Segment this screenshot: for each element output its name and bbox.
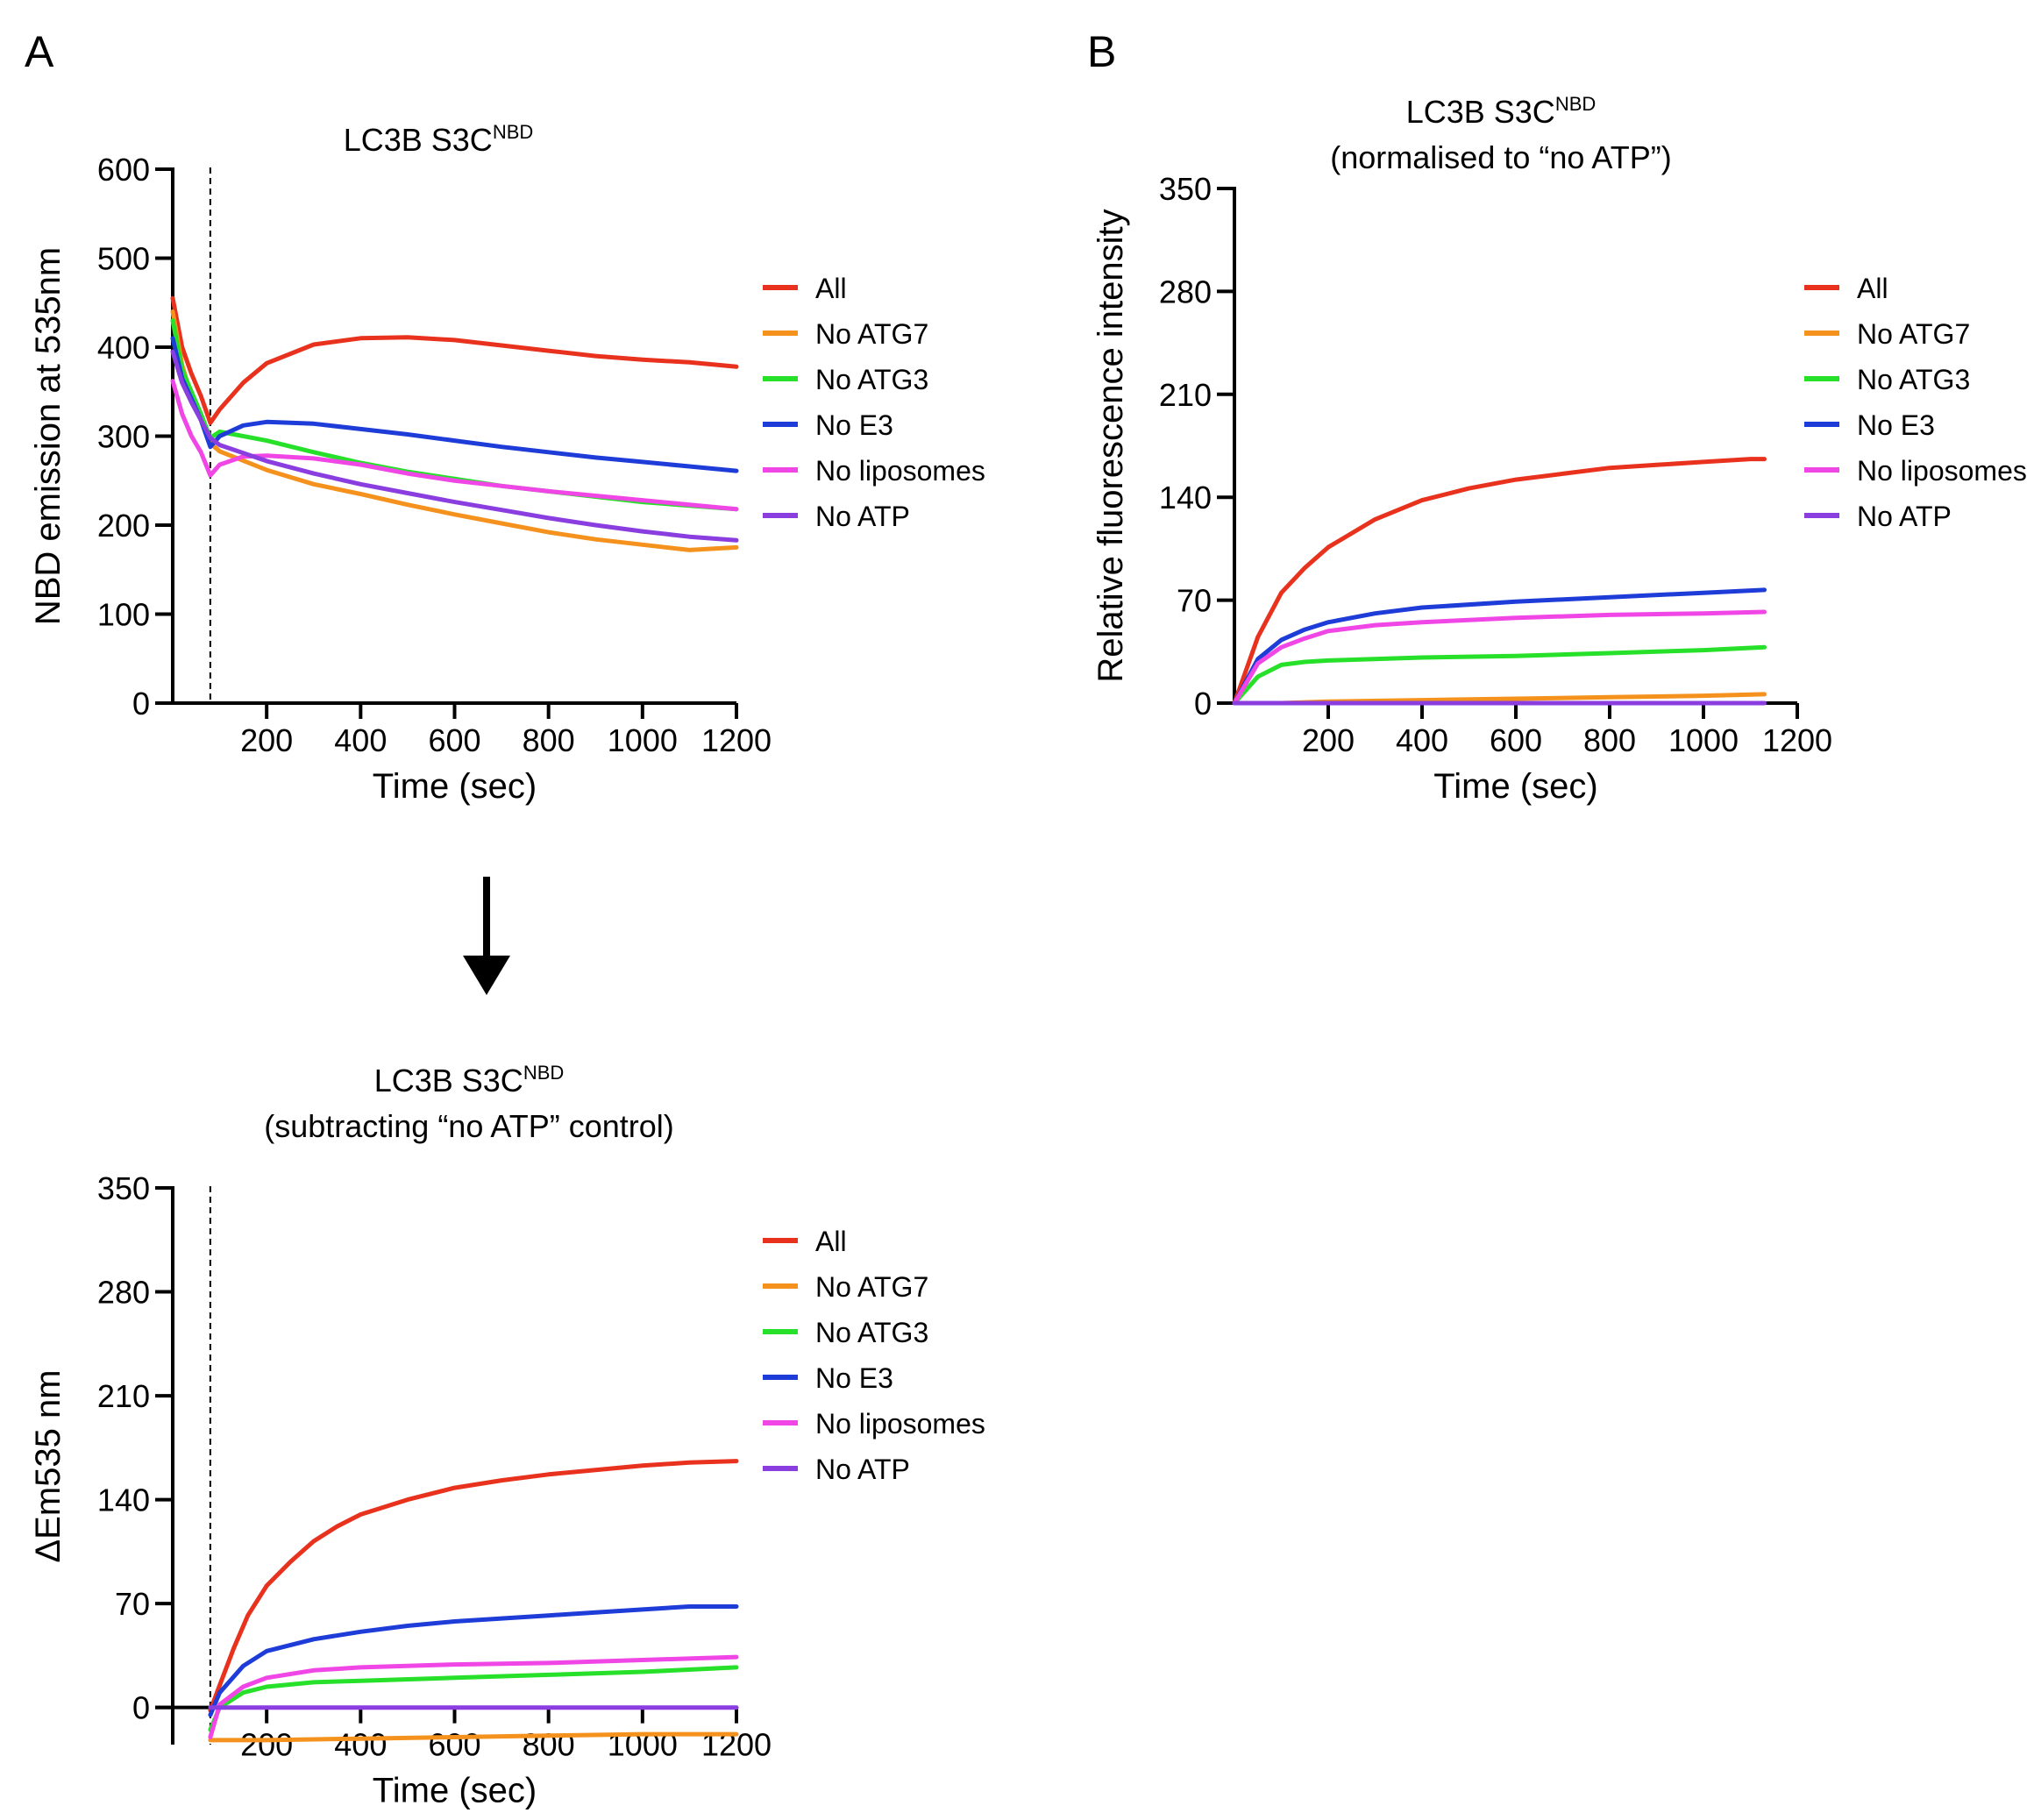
x-tick-label: 400 [1396,722,1448,758]
y-tick-label: 500 [97,241,150,277]
x-tick-label: 400 [334,722,387,758]
legend-label: No ATG7 [815,318,928,350]
y-tick-label: 350 [97,1170,150,1206]
y-tick-label: 210 [97,1378,150,1414]
x-tick-label: 800 [523,722,575,758]
x-tick-label: 600 [428,722,480,758]
y-tick-label: 400 [97,330,150,366]
chart-subtitle: (subtracting “no ATP” control) [264,1108,674,1144]
x-tick-label: 1000 [1668,722,1739,758]
x-tick-label: 800 [1583,722,1636,758]
legend-label: All [1857,273,1888,304]
x-tick-label: 1200 [701,722,772,758]
chart-subtitle: (normalised to “no ATP”) [1330,139,1671,175]
y-axis-label: ΔEm535 nm [29,1369,68,1562]
legend-label: No ATP [1857,501,1952,532]
series-line-no-atg7 [170,309,739,552]
x-axis-label: Time (sec) [1433,767,1597,806]
x-axis-label: Time (sec) [373,767,537,806]
panel-label-b: B [1087,27,1116,76]
chart-title: LC3B S3CNBD [344,121,534,158]
y-tick-label: 0 [132,686,150,722]
x-tick-label: 400 [334,1727,387,1763]
legend-label: No liposomes [1857,455,2027,487]
y-tick-label: 600 [97,152,150,188]
legend-label: No E3 [815,409,893,441]
y-tick-label: 140 [97,1482,150,1518]
series-line-all [208,1459,739,1713]
series-line-no-atg3 [1232,644,1767,706]
y-axis-label: NBD emission at 535nm [29,247,68,625]
y-tick-label: 210 [1159,377,1212,413]
chart-title: LC3B S3CNBD [374,1062,565,1098]
legend-label: No ATG3 [815,364,928,395]
y-tick-label: 300 [97,419,150,455]
chart-b-normalised: LC3B S3CNBD (normalised to “no ATP”) 0 70 14… [1092,93,2027,806]
legend-label: No liposomes [815,455,985,487]
y-tick-label: 280 [97,1275,150,1311]
series-line-no-liposomes [208,1654,739,1739]
legend-label: No ATG7 [1857,318,1970,350]
chart-a-raw: LC3B S3CNBD 0 100 200 300 400 500 600 200 400 600 8… [29,121,985,806]
series-line-no-e3 [208,1604,739,1717]
y-tick-label: 140 [1159,480,1212,515]
legend-label: No ATG3 [815,1317,928,1348]
x-tick-label: 200 [240,722,293,758]
y-tick-label: 100 [97,597,150,633]
x-axis-label: Time (sec) [373,1772,537,1810]
x-tick-label: 800 [523,1727,575,1763]
chart-title-superscript: NBD [1555,93,1596,115]
legend-label: No ATP [815,1454,910,1485]
series-line-no-atp [170,349,739,543]
legend-label: No E3 [815,1362,893,1394]
y-tick-label: 350 [1159,171,1212,207]
series-line-no-e3 [1232,587,1767,706]
y-tick-label: 280 [1159,274,1212,309]
y-axis-label: Relative fluorescence intensity [1092,209,1130,682]
chart-title-superscript: NBD [523,1062,564,1084]
series-line-all [170,295,739,425]
chart-a-subtracted: LC3B S3CNBD (subtracting “no ATP” control… [29,1062,985,1810]
legend-label: No ATG3 [1857,364,1970,395]
panel-label-a: A [25,27,54,76]
x-tick-label: 1000 [608,722,678,758]
legend-label: All [815,273,847,304]
chart-title-superscript: NBD [493,121,533,143]
series-line-no-liposomes [1232,609,1767,706]
y-tick-label: 70 [1177,583,1212,619]
y-tick-label: 200 [97,508,150,544]
y-tick-label: 0 [132,1690,150,1726]
series-line-no-atg3 [208,1665,739,1732]
legend-label: No ATP [815,501,910,532]
chart-title-main: LC3B S3C [1406,94,1555,130]
chart-title: LC3B S3CNBD [1406,93,1597,130]
series-line-no-atg7 [208,1731,739,1743]
y-tick-label: 70 [115,1586,150,1622]
chart-title-main: LC3B S3C [374,1063,523,1098]
chart-title-main: LC3B S3C [344,122,493,158]
legend-label: No ATG7 [815,1271,928,1303]
x-tick-label: 200 [1302,722,1355,758]
down-arrow-icon [463,877,510,995]
x-tick-label: 600 [428,1727,480,1763]
x-tick-label: 200 [240,1727,293,1763]
y-tick-label: 0 [1194,686,1212,722]
legend-label: No E3 [1857,409,1935,441]
x-tick-label: 1200 [1762,722,1832,758]
legend-label: No liposomes [815,1408,985,1440]
series-line-no-liposomes [170,379,739,512]
legend-label: All [815,1226,847,1257]
x-tick-label: 600 [1490,722,1542,758]
series-line-all [1232,457,1767,706]
